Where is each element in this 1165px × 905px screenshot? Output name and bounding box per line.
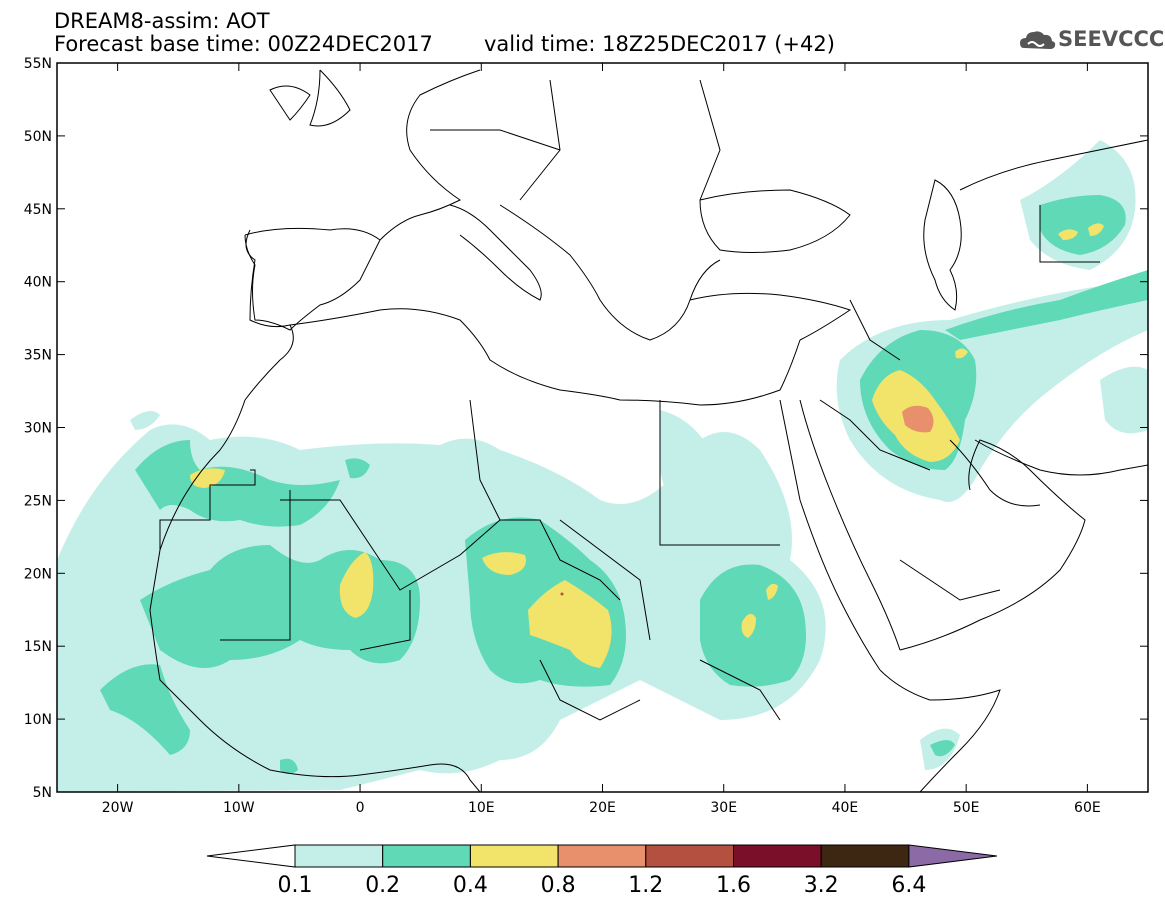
colorbar-box bbox=[733, 844, 822, 868]
lon-label: 50E bbox=[953, 800, 980, 816]
map-title: DREAM8-assim: AOT bbox=[54, 9, 270, 33]
cloud-icon bbox=[1020, 31, 1056, 49]
colorbar-label: 3.2 bbox=[804, 873, 839, 898]
colorbar-box bbox=[645, 844, 734, 868]
forecast-base-time: Forecast base time: 00Z24DEC2017 bbox=[54, 32, 433, 56]
colorbar-low-arrow bbox=[206, 844, 296, 868]
axis-ticks bbox=[57, 62, 1148, 793]
colorbar-label: 0.1 bbox=[278, 873, 313, 898]
lat-label: 50N bbox=[24, 129, 52, 145]
lon-label: 10W bbox=[223, 800, 255, 816]
lat-label: 20N bbox=[24, 566, 52, 582]
lat-label: 30N bbox=[24, 421, 52, 437]
valid-time: valid time: 18Z25DEC2017 (+42) bbox=[484, 32, 835, 56]
lon-label: 0 bbox=[356, 800, 365, 816]
colorbar-label: 0.2 bbox=[365, 873, 400, 898]
logo-text: SEEVCCC bbox=[1058, 27, 1165, 51]
colorbar-box bbox=[294, 844, 384, 868]
lat-label: 10N bbox=[24, 712, 52, 728]
colorbar-high-arrow bbox=[908, 844, 997, 868]
colorbar-box bbox=[469, 844, 559, 868]
colorbar-box bbox=[557, 844, 647, 868]
aot-contours bbox=[57, 140, 1148, 792]
colorbar-box bbox=[820, 844, 910, 868]
lon-label: 30E bbox=[710, 800, 737, 816]
colorbar-label: 0.4 bbox=[453, 873, 488, 898]
lon-label: 40E bbox=[832, 800, 859, 816]
lat-label: 15N bbox=[24, 639, 52, 655]
coastlines bbox=[149, 69, 1148, 792]
lon-label: 10E bbox=[468, 800, 495, 816]
colorbar-box bbox=[382, 844, 471, 868]
latitude-labels: 55N 50N 45N 40N 35N 30N 25N 20N 15N 10N 5N bbox=[24, 56, 52, 801]
lon-label: 60E bbox=[1074, 800, 1101, 816]
colorbar-label: 6.4 bbox=[891, 873, 926, 898]
lat-label: 35N bbox=[24, 348, 52, 364]
lat-label: 55N bbox=[24, 56, 52, 72]
lon-label: 20W bbox=[102, 800, 134, 816]
colorbar-label: 0.8 bbox=[541, 873, 576, 898]
longitude-labels: 20W 10W 0 10E 20E 30E 40E 50E 60E bbox=[102, 800, 1101, 816]
lat-label: 40N bbox=[24, 275, 52, 291]
lat-label: 45N bbox=[24, 202, 52, 218]
lon-label: 20E bbox=[589, 800, 616, 816]
lat-label: 25N bbox=[24, 493, 52, 509]
colorbar-label: 1.2 bbox=[628, 873, 663, 898]
lat-label: 5N bbox=[33, 785, 52, 801]
colorbar-label: 1.6 bbox=[716, 873, 751, 898]
